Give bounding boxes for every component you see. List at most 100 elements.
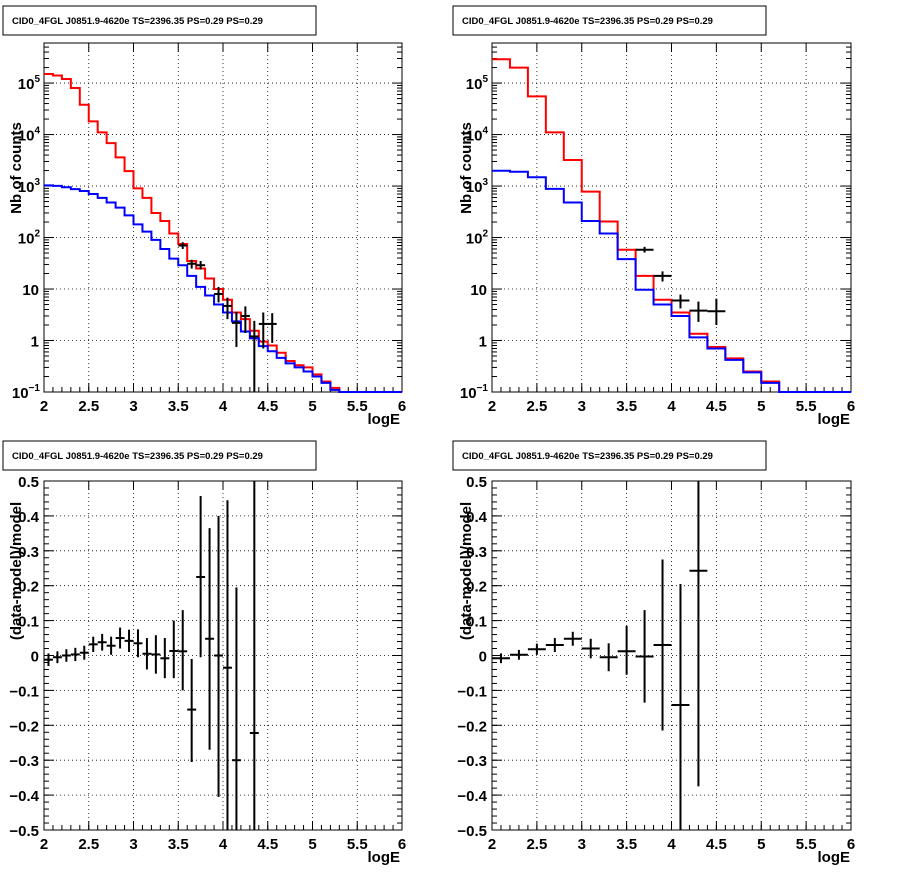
y-tick-label: 0.1	[18, 614, 39, 631]
x-tick-label: 4	[667, 836, 676, 853]
y-tick-label: −0.4	[9, 788, 39, 805]
histogram-series	[44, 72, 402, 393]
y-tick-labels: −0.5 −0.4 −0.3 −0.2 −0.1 0 0.1 0.2 0.3 0.4 0.5	[9, 474, 39, 840]
panel-counts-left: CID0_4FGL J0851.9-4620e TS=2396.35 PS=0.…	[2, 5, 406, 428]
x-tick-label: 2	[40, 398, 48, 415]
title-box	[2, 5, 317, 36]
y-tick-label: −0.3	[457, 753, 487, 770]
x-tick-label: 2	[488, 836, 496, 853]
grid-lines	[43, 480, 403, 831]
x-tick-label: 6	[847, 836, 855, 853]
y-tick-label: 1	[479, 334, 487, 351]
title-box	[452, 5, 767, 36]
y-tick-label: 10	[22, 282, 39, 299]
y-tick-label: 103	[466, 177, 489, 196]
y-tick-label: −0.4	[457, 788, 487, 805]
x-tick-label: 4	[219, 398, 228, 415]
y-axis-label: Nb of counts	[458, 122, 475, 214]
x-tick-label: 4.5	[706, 836, 727, 853]
x-tick-label: 4	[667, 398, 676, 415]
histogram-series	[492, 58, 851, 393]
x-tick-label: 6	[398, 398, 406, 415]
histogram-line-blue	[492, 169, 851, 393]
y-tick-labels: −0.5 −0.4 −0.3 −0.2 −0.1 0 0.1 0.2 0.3 0.4 0.5	[457, 474, 487, 840]
x-tick-label: 5	[308, 398, 316, 415]
x-tick-label: 2.5	[78, 398, 99, 415]
y-tick-label: −0.2	[9, 718, 39, 735]
y-tick-label: −0.5	[457, 823, 487, 840]
panel-residuals-right: CID0_4FGL J0851.9-4620e TS=2396.35 PS=0.…	[452, 440, 855, 866]
x-tick-label: 5.5	[796, 836, 817, 853]
x-tick-label: 5	[308, 836, 316, 853]
x-axis-label: logE	[818, 411, 851, 428]
y-tick-label: 0.1	[466, 614, 487, 631]
y-tick-label: 10−1	[460, 383, 489, 402]
x-tick-labels: 2 2.5 3 3.5 4 4.5 5 5.5 6	[40, 836, 406, 853]
x-axis-label: logE	[368, 411, 401, 428]
y-tick-label: 10	[470, 282, 487, 299]
grid-lines	[43, 42, 403, 393]
histogram-line-red	[492, 58, 851, 393]
histogram-line-blue	[44, 184, 402, 393]
y-tick-label: 104	[466, 126, 489, 145]
grid-lines	[491, 42, 852, 393]
x-tick-label: 6	[398, 836, 406, 853]
x-tick-label: 2.5	[78, 836, 99, 853]
y-tick-label: 0.5	[18, 474, 39, 491]
y-tick-labels: 10−1 1 10 102 103 104 105	[12, 74, 41, 402]
x-tick-label: 2.5	[526, 836, 547, 853]
y-tick-label: −0.5	[9, 823, 39, 840]
y-tick-label: 105	[18, 74, 41, 93]
panel-title: CID0_4FGL J0851.9-4620e TS=2396.35 PS=0.…	[12, 16, 263, 27]
x-tick-labels: 2 2.5 3 3.5 4 4.5 5 5.5 6	[40, 398, 406, 415]
panel-title: CID0_4FGL J0851.9-4620e TS=2396.35 PS=0.…	[12, 451, 263, 462]
x-tick-labels: 2 2.5 3 3.5 4 4.5 5 5.5 6	[488, 398, 855, 415]
y-tick-label: 0.2	[18, 579, 39, 596]
data-points	[44, 481, 259, 830]
y-axis-label: Nb of counts	[8, 122, 25, 214]
x-tick-label: 2	[40, 836, 48, 853]
y-tick-label: 0.3	[18, 544, 39, 561]
x-tick-label: 4.5	[706, 398, 727, 415]
x-tick-label: 3.5	[168, 836, 189, 853]
x-tick-label: 4	[219, 836, 228, 853]
y-tick-label: 0.4	[466, 509, 488, 526]
y-tick-label: 104	[18, 126, 41, 145]
x-tick-label: 5.5	[347, 398, 368, 415]
x-tick-label: 2	[488, 398, 496, 415]
y-tick-label: 102	[466, 229, 489, 248]
y-tick-label: 0.2	[466, 579, 487, 596]
x-axis-label: logE	[368, 849, 401, 866]
panel-residuals-left: CID0_4FGL J0851.9-4620e TS=2396.35 PS=0.…	[2, 440, 406, 866]
y-tick-label: 103	[18, 177, 41, 196]
x-tick-label: 3.5	[168, 398, 189, 415]
data-points	[178, 242, 277, 392]
histogram-line-red	[44, 72, 402, 393]
y-tick-label: 1	[31, 334, 39, 351]
grid-lines	[491, 480, 852, 831]
y-tick-label: 0.5	[466, 474, 487, 491]
y-tick-label: −0.3	[9, 753, 39, 770]
x-tick-label: 4.5	[257, 398, 278, 415]
y-tick-label: 105	[466, 74, 489, 93]
title-box	[2, 440, 317, 471]
y-tick-labels: 10−1 1 10 102 103 104 105	[460, 74, 489, 402]
x-tick-label: 3	[578, 836, 586, 853]
y-axis-label: (data-model)/model	[458, 502, 475, 640]
x-tick-label: 5.5	[347, 836, 368, 853]
y-tick-label: 0.4	[18, 509, 40, 526]
x-tick-label: 5	[757, 836, 765, 853]
x-tick-label: 6	[847, 398, 855, 415]
y-tick-label: 10−1	[12, 383, 41, 402]
panel-title: CID0_4FGL J0851.9-4620e TS=2396.35 PS=0.…	[462, 16, 713, 27]
data-points	[635, 246, 726, 326]
y-tick-label: −0.1	[9, 683, 39, 700]
y-tick-label: 0	[31, 649, 39, 666]
y-tick-label: 0	[479, 649, 487, 666]
x-tick-label: 5	[757, 398, 765, 415]
x-tick-label: 5.5	[796, 398, 817, 415]
x-tick-label: 3.5	[616, 836, 637, 853]
y-tick-label: 0.3	[466, 544, 487, 561]
x-axis-label: logE	[818, 849, 851, 866]
